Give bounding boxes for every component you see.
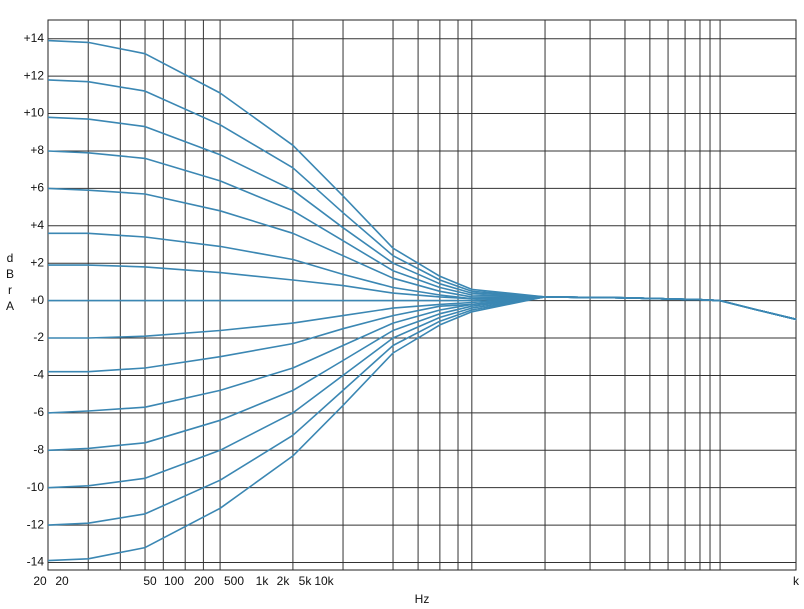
y-tick-label: +6 — [30, 181, 44, 195]
x-tick-label: 100 — [164, 574, 184, 588]
y-tick-label: -2 — [33, 330, 44, 344]
x-tick-label: 5k — [299, 574, 313, 588]
x-tick-label: 500 — [224, 574, 244, 588]
y-tick-label: +14 — [24, 31, 45, 45]
x-tick-label: k — [793, 574, 800, 588]
eq-curve — [47, 296, 797, 562]
y-tick-label: -14 — [27, 555, 45, 569]
y-tick-label: +8 — [30, 143, 44, 157]
y-tick-label: -8 — [33, 442, 44, 456]
x-tick-label: 1k — [256, 574, 270, 588]
y-tick-label: +4 — [30, 218, 44, 232]
y-tick-label: -4 — [33, 368, 44, 382]
y-tick-label: +2 — [30, 255, 44, 269]
x-tick-label: 2k — [277, 574, 291, 588]
x-axis-label: Hz — [415, 592, 430, 606]
y-tick-label: -12 — [27, 517, 45, 531]
y-tick-label: +0 — [30, 293, 44, 307]
y-tick-label: +12 — [24, 68, 45, 82]
x-tick-label: 20 — [55, 574, 69, 588]
y-tick-label: -10 — [27, 480, 45, 494]
x-tick-label: 200 — [194, 574, 214, 588]
x-tick-label: 10k — [314, 574, 334, 588]
x-tick-label: 20 — [33, 574, 47, 588]
y-tick-label: -6 — [33, 405, 44, 419]
x-tick-label: 50 — [143, 574, 157, 588]
y-tick-label: +10 — [24, 106, 45, 120]
y-axis-label: dBrA — [6, 251, 15, 313]
